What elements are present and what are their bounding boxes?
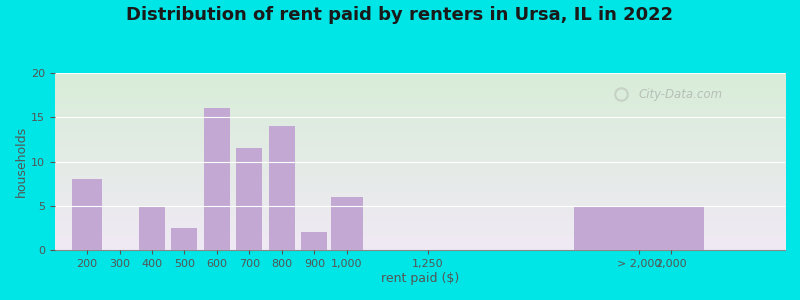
Y-axis label: households: households <box>15 126 28 197</box>
Bar <box>204 108 230 250</box>
Bar <box>574 206 704 250</box>
Bar <box>73 179 102 250</box>
Bar <box>139 206 165 250</box>
Bar <box>171 228 198 250</box>
X-axis label: rent paid ($): rent paid ($) <box>381 272 459 285</box>
Bar <box>302 232 327 250</box>
Bar <box>237 148 262 250</box>
Bar <box>330 197 363 250</box>
Text: City-Data.com: City-Data.com <box>639 88 723 101</box>
Bar <box>269 126 295 250</box>
Text: Distribution of rent paid by renters in Ursa, IL in 2022: Distribution of rent paid by renters in … <box>126 6 674 24</box>
